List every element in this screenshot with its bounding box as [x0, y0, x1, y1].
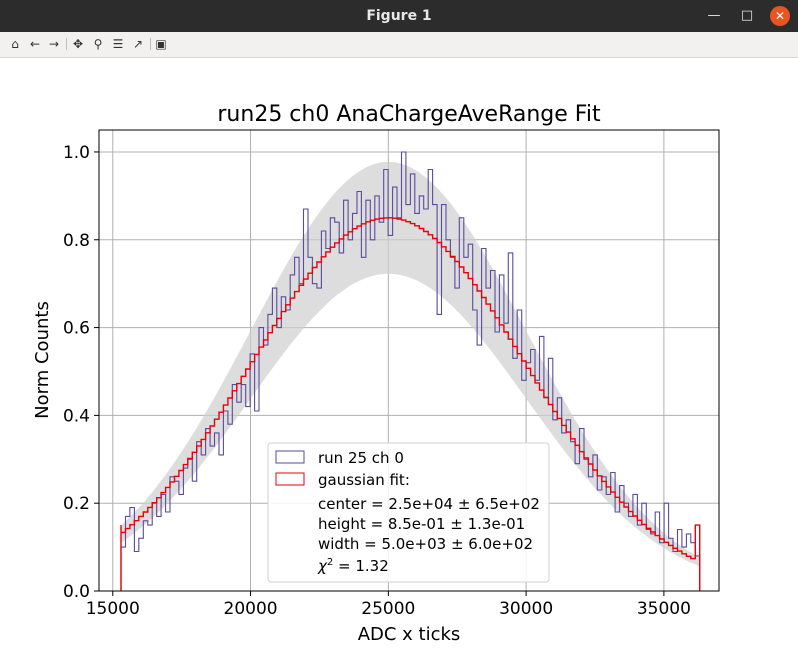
forward-icon[interactable]: → [48, 37, 60, 51]
data-histogram [120, 151, 701, 591]
y-axis-label: Norm Counts [32, 301, 53, 419]
save-icon[interactable]: ▣ [155, 37, 167, 51]
x-tick-label: 30000 [499, 599, 553, 619]
chi-value: = 1.32 [333, 557, 389, 575]
y-tick-label: 0.6 [63, 319, 90, 339]
data-histogram-line [120, 151, 701, 591]
y-tick-label: 1.0 [63, 143, 90, 163]
legend-box [267, 442, 550, 583]
chi-symbol: χ [317, 557, 328, 575]
uncertainty-band [121, 161, 700, 567]
y-tick-label: 0.8 [63, 231, 90, 251]
legend: run 25 ch 0 gaussian fit: center = 2.5e+… [267, 442, 550, 583]
back-icon[interactable]: ← [29, 37, 41, 51]
window-titlebar: Figure 1 — □ ✕ [0, 0, 798, 32]
uncertainty-band-area [121, 161, 700, 567]
legend-center-text: center = 2.5e+04 ± 6.5e+02 [318, 495, 540, 513]
legend-chi2-text: χ2 = 1.32 [317, 557, 389, 575]
x-axis-ticks: 15000 20000 25000 30000 35000 [86, 591, 691, 619]
axes-frame [98, 129, 720, 592]
close-icon[interactable]: ✕ [770, 6, 790, 26]
legend-label-data: run 25 ch 0 [318, 449, 404, 467]
gaussian-fit-line [120, 217, 701, 591]
pan-icon[interactable]: ✥ [72, 37, 84, 51]
y-tick-label: 0.4 [63, 406, 90, 426]
toolbar-separator [150, 38, 151, 50]
legend-width-text: width = 5.0e+03 ± 6.0e+02 [318, 535, 533, 553]
x-tick-label: 25000 [361, 599, 415, 619]
legend-swatch-fit [275, 472, 305, 486]
chart-title: run25 ch0 AnaChargeAveRange Fit [217, 102, 601, 127]
legend-height-text: height = 8.5e-01 ± 1.3e-01 [318, 515, 525, 533]
legend-swatch-data [275, 450, 305, 464]
minimize-icon[interactable]: — [707, 8, 721, 23]
subplots-icon[interactable]: ☰ [112, 37, 124, 51]
navigation-toolbar: ⌂ ← → ✥ ⚲ ☰ ↗ ▣ [0, 32, 798, 58]
edit-axis-icon[interactable]: ↗ [132, 37, 144, 51]
window-title: Figure 1 [366, 8, 432, 24]
toolbar-separator [66, 38, 67, 50]
y-tick-label: 0.2 [63, 494, 90, 514]
figure-canvas: run25 ch0 AnaChargeAveRange Fit 15000 200… [0, 58, 798, 656]
x-axis-label: ADC x ticks [358, 624, 461, 645]
gaussian-fit-curve [120, 217, 701, 591]
zoom-icon[interactable]: ⚲ [93, 37, 103, 51]
y-tick-label: 0.0 [63, 582, 90, 602]
chi-exponent: 2 [327, 557, 333, 568]
y-axis-ticks: 0.0 0.2 0.4 0.6 0.8 1.0 [63, 143, 99, 602]
x-tick-label: 15000 [86, 599, 140, 619]
legend-label-fit: gaussian fit: [318, 471, 410, 489]
maximize-icon[interactable]: □ [740, 8, 754, 23]
home-icon[interactable]: ⌂ [11, 37, 19, 51]
x-tick-label: 20000 [224, 599, 278, 619]
x-tick-label: 35000 [637, 599, 691, 619]
